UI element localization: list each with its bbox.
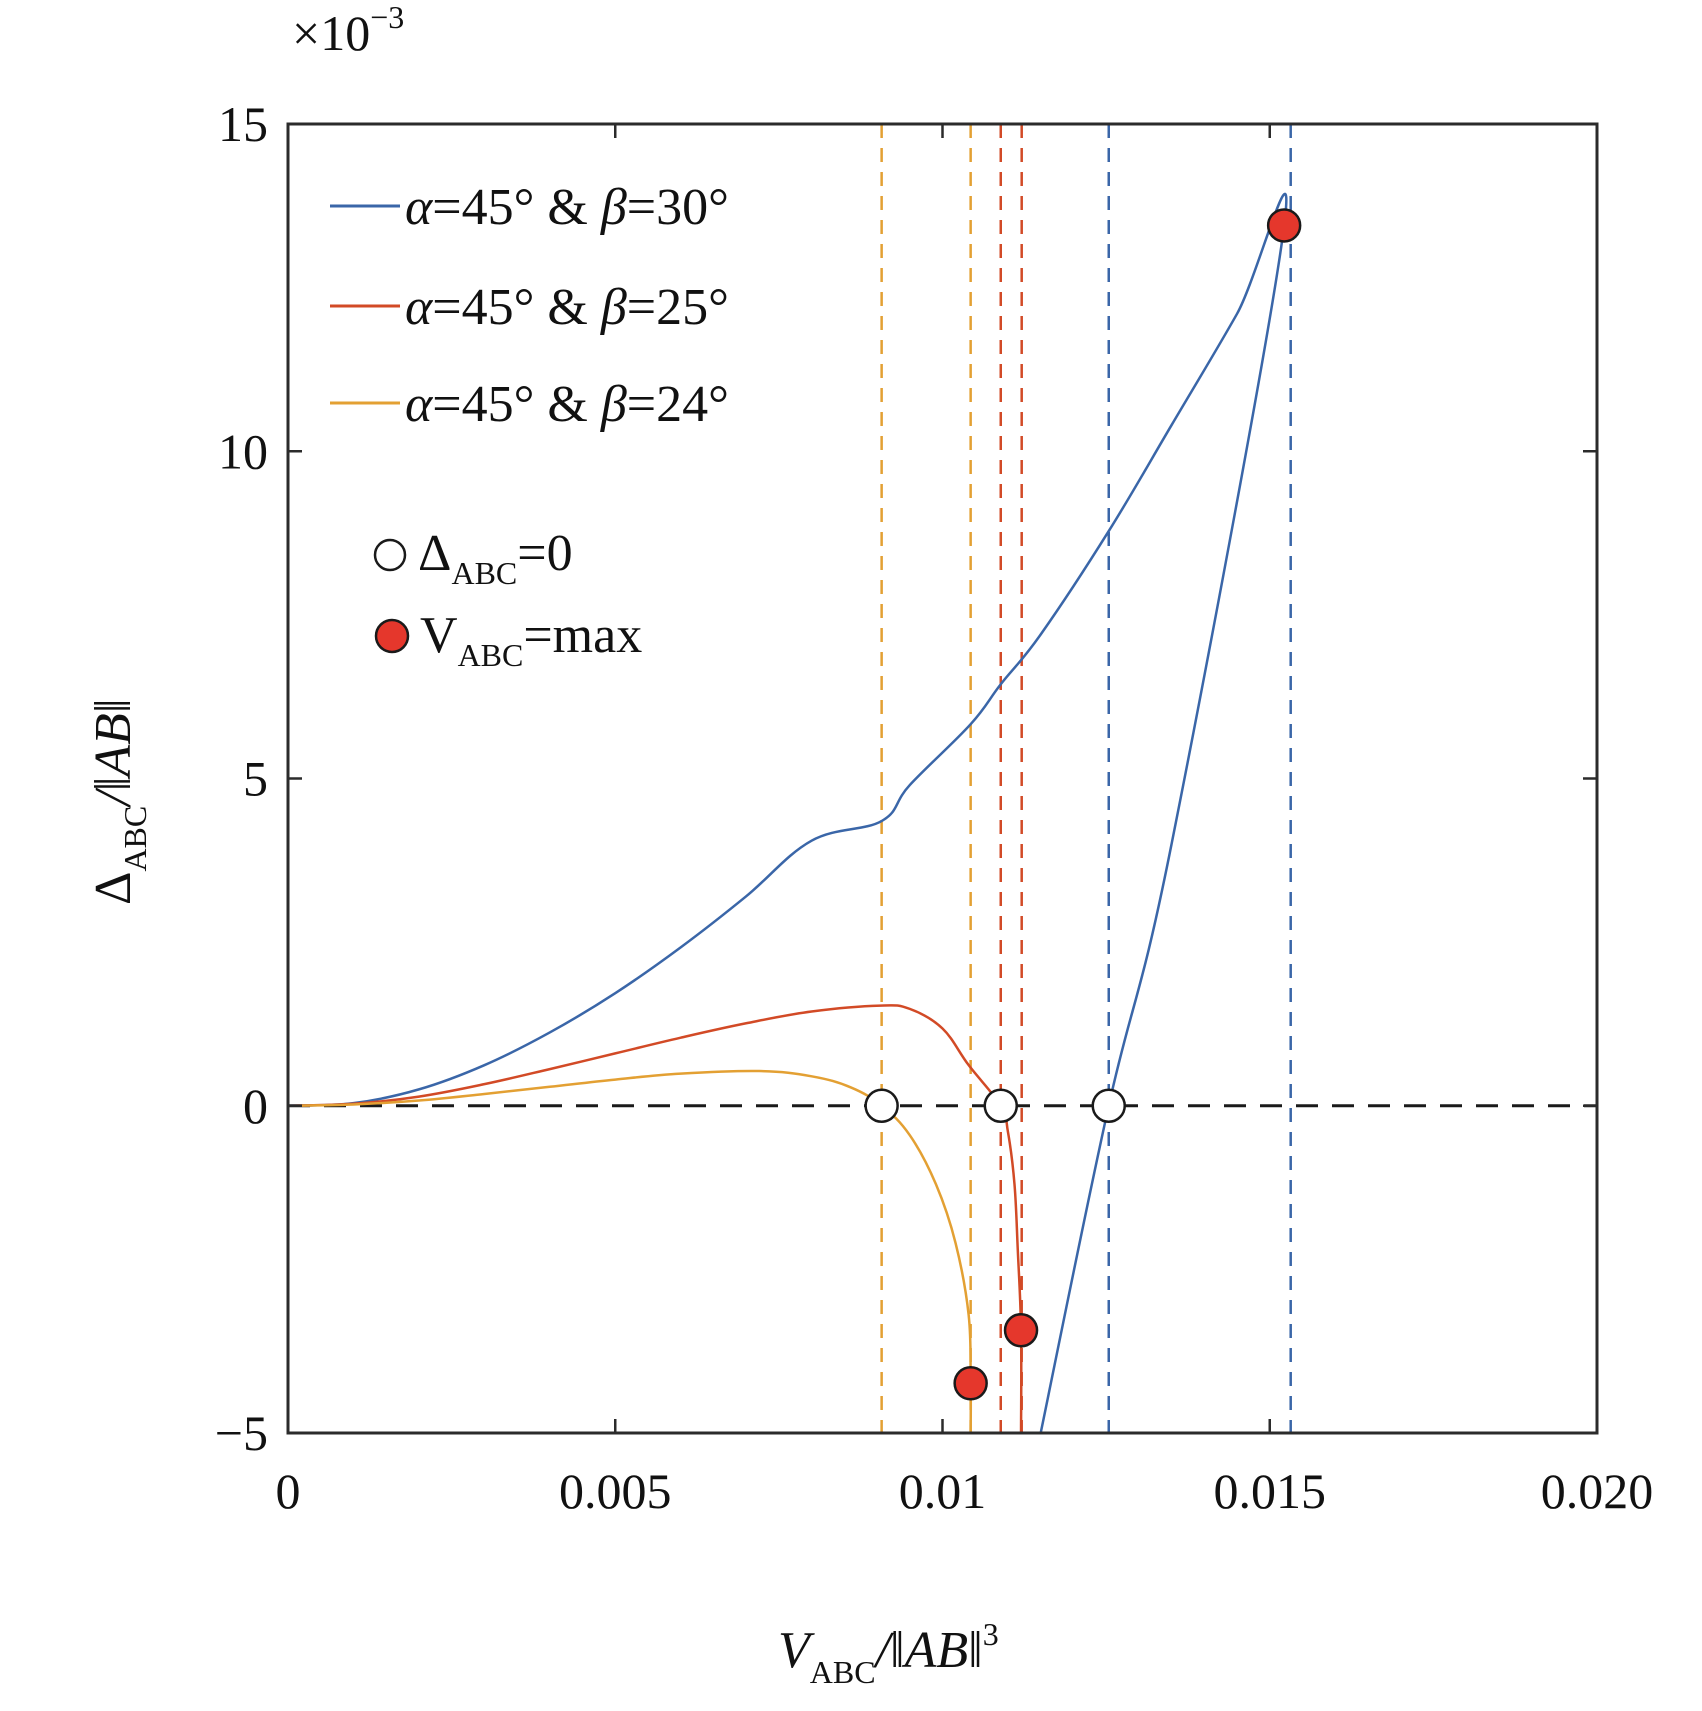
x-tick-label: 0.01 (899, 1463, 987, 1519)
max-marker-0 (1266, 208, 1302, 243)
y-tick-label: 5 (243, 751, 268, 807)
y-tick-label: 15 (218, 96, 268, 152)
legend-item-zero-marker: ΔABC=0 (373, 525, 573, 591)
x-tick-label: 0.020 (1541, 1463, 1654, 1519)
series-line-1 (288, 1004, 1023, 1433)
y-axis-label: ΔABC/‖AB‖ (85, 699, 153, 905)
red-dot-icon (374, 618, 410, 654)
legend-item-beta30: α=45° & β=30° (330, 179, 729, 236)
legend-label-zero: ΔABC=0 (418, 525, 573, 591)
x-tick-label: 0 (276, 1463, 301, 1519)
zero-crossing-marker-1 (983, 1088, 1019, 1123)
max-marker-1 (1003, 1312, 1039, 1348)
y-tick-label: 10 (218, 423, 268, 479)
legend-label-max: VABC=max (420, 607, 642, 673)
x-axis-label: VABC/‖AB‖3 (778, 1616, 999, 1690)
x-tick-label: 0.005 (559, 1463, 672, 1519)
zero-crossing-marker-2 (864, 1088, 899, 1123)
y-multiplier-exp: −3 (370, 0, 404, 35)
series-curves (288, 192, 1288, 1433)
y-multiplier: ×10−3 (292, 0, 404, 61)
y-tick-label: −5 (215, 1405, 268, 1461)
open-circle-icon (373, 538, 407, 572)
legend-item-beta24: α=45° & β=24° (330, 376, 729, 433)
series-line-0 (288, 192, 1288, 1433)
y-multiplier-base: ×10 (292, 5, 370, 61)
legend-label-beta30: α=45° & β=30° (405, 179, 729, 236)
max-marker-2 (953, 1366, 988, 1401)
axis-ticks (288, 124, 1597, 1433)
legend-label-beta24: α=45° & β=24° (405, 376, 729, 433)
legend-label-beta25: α=45° & β=25° (405, 279, 729, 336)
markers (864, 208, 1302, 1401)
legend-item-max-marker: VABC=max (374, 607, 642, 673)
zero-crossing-marker-0 (1091, 1088, 1126, 1123)
vertical-dashed-lines (880, 124, 1292, 1433)
legend-item-beta25: α=45° & β=25° (330, 279, 729, 336)
y-tick-label: 0 (243, 1078, 268, 1134)
x-tick-label: 0.015 (1214, 1463, 1327, 1519)
series-line-2 (288, 1069, 973, 1433)
legend: α=45° & β=30° α=45° & β=25° α=45° & β=24… (330, 179, 729, 673)
